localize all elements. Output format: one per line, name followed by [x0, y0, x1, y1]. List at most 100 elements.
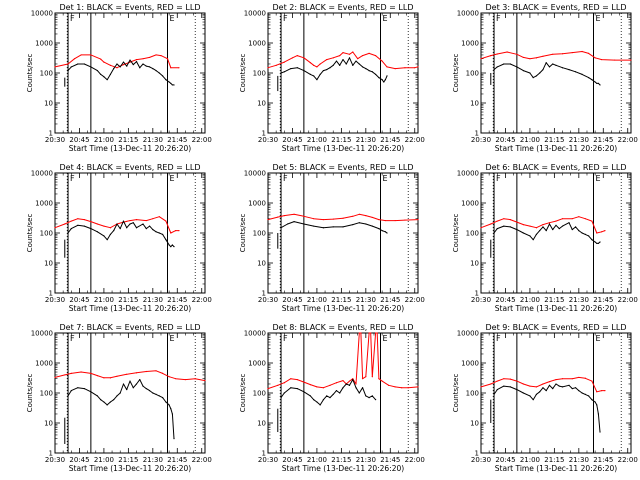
x-tick-label: 20:45	[282, 456, 302, 464]
black-events-point	[539, 72, 541, 74]
black-events-point	[378, 77, 380, 79]
red-lld-point	[162, 372, 164, 375]
black-events-point	[339, 64, 341, 66]
chart-title: Det 6: BLACK = Events, RED = LLD	[486, 163, 627, 172]
chart-panel-2: Det 2: BLACK = Events, RED = LLD 1 10 100 10…	[239, 3, 425, 153]
x-tick-label: 21:15	[331, 456, 351, 464]
black-events-point	[496, 66, 498, 68]
red-lld-point	[571, 51, 573, 54]
black-events-point	[529, 395, 531, 397]
marker-label: E	[596, 14, 601, 23]
red-lld-point	[296, 378, 298, 381]
red-lld-point	[184, 378, 187, 381]
black-events-point	[371, 395, 373, 397]
x-axis-label: Start Time (13-Dec-11 20:26:20)	[495, 144, 617, 153]
black-events-point	[493, 68, 495, 71]
black-events-point	[142, 385, 144, 387]
black-events-point	[290, 68, 292, 70]
y-tick-label: 1000	[461, 200, 479, 208]
y-tick-label: 10000	[31, 170, 53, 178]
black-events-point	[303, 223, 305, 225]
y-tick-label: 1000	[35, 40, 53, 48]
red-lld-point	[490, 223, 492, 225]
black-events-point	[168, 81, 170, 83]
black-events-point	[135, 383, 138, 385]
red-lld-point	[64, 223, 66, 225]
black-events-point	[594, 241, 596, 243]
black-events-point	[132, 222, 134, 224]
black-events-point	[322, 70, 325, 72]
red-lld-point	[584, 218, 586, 220]
axes-frame	[480, 12, 632, 134]
black-events-point	[599, 431, 601, 433]
black-events-point	[548, 223, 551, 225]
red-lld-point	[54, 227, 56, 229]
marker-label: E	[383, 334, 388, 343]
x-tick-label: 20:45	[69, 136, 89, 144]
marker-label: F	[70, 14, 75, 23]
chart-panel-3: Det 3: BLACK = Events, RED = LLD 1 10 100 10…	[452, 3, 638, 153]
black-events-point	[100, 399, 102, 401]
y-axis-label: Counts/sec	[452, 374, 460, 413]
red-lld-point	[548, 380, 551, 383]
black-events-point	[152, 392, 154, 394]
red-lld-point	[316, 386, 318, 388]
red-lld-point	[496, 380, 498, 382]
red-lld-point	[332, 218, 334, 220]
red-lld-point	[361, 55, 364, 57]
y-tick-label: 10	[44, 260, 53, 268]
y-tick-label: 10	[257, 100, 266, 108]
red-lld-point	[70, 372, 72, 375]
black-events-point	[378, 228, 380, 230]
red-lld-point	[388, 384, 390, 386]
black-events-point	[358, 392, 360, 394]
black-events-point	[355, 60, 357, 62]
black-events-point	[584, 393, 586, 395]
black-events-point	[173, 438, 175, 440]
red-lld-point	[129, 219, 131, 222]
axes-frame	[54, 12, 206, 134]
red-lld-point	[548, 222, 551, 224]
red-lld-point	[277, 216, 279, 218]
x-tick-label: 21:30	[143, 296, 163, 304]
y-axis-label: Counts/sec	[26, 54, 34, 93]
black-events-point	[77, 224, 79, 226]
y-tick-label: 1000	[35, 360, 53, 368]
black-events-point	[148, 66, 151, 68]
black-events-point	[578, 230, 580, 232]
black-events-point	[552, 388, 554, 390]
red-lld-point	[155, 370, 157, 372]
black-events-point	[303, 70, 305, 72]
black-events-point	[116, 395, 118, 397]
x-tick-label: 21:45	[380, 136, 400, 144]
red-lld-point	[529, 225, 531, 227]
x-tick-label: 21:30	[356, 296, 376, 304]
red-lld-point	[142, 58, 144, 60]
black-events-point	[280, 72, 282, 74]
x-tick-label: 21:30	[569, 296, 589, 304]
black-events-point	[132, 387, 134, 389]
x-axis-label: Start Time (13-Dec-11 20:26:20)	[495, 464, 617, 473]
x-tick-label: 22:00	[192, 456, 212, 464]
black-events-series	[493, 383, 601, 433]
black-events-point	[588, 235, 590, 237]
black-events-point	[581, 392, 583, 394]
red-lld-point	[313, 218, 315, 220]
x-tick-label: 21:30	[569, 136, 589, 144]
black-events-point	[335, 390, 338, 392]
red-lld-series	[267, 332, 419, 390]
black-events-point	[332, 226, 334, 228]
red-lld-point	[535, 57, 538, 59]
black-events-point	[162, 75, 164, 77]
black-events-point	[381, 230, 383, 232]
marker-label: F	[283, 174, 288, 183]
red-lld-point	[365, 376, 367, 378]
y-tick-label: 10	[470, 420, 479, 428]
x-tick-label: 22:00	[618, 296, 638, 304]
red-lld-point	[378, 218, 380, 221]
red-lld-point	[319, 63, 321, 65]
red-lld-point	[535, 386, 538, 388]
x-tick-label: 21:45	[593, 296, 613, 304]
x-tick-label: 21:45	[167, 136, 187, 144]
red-lld-point	[116, 67, 118, 69]
